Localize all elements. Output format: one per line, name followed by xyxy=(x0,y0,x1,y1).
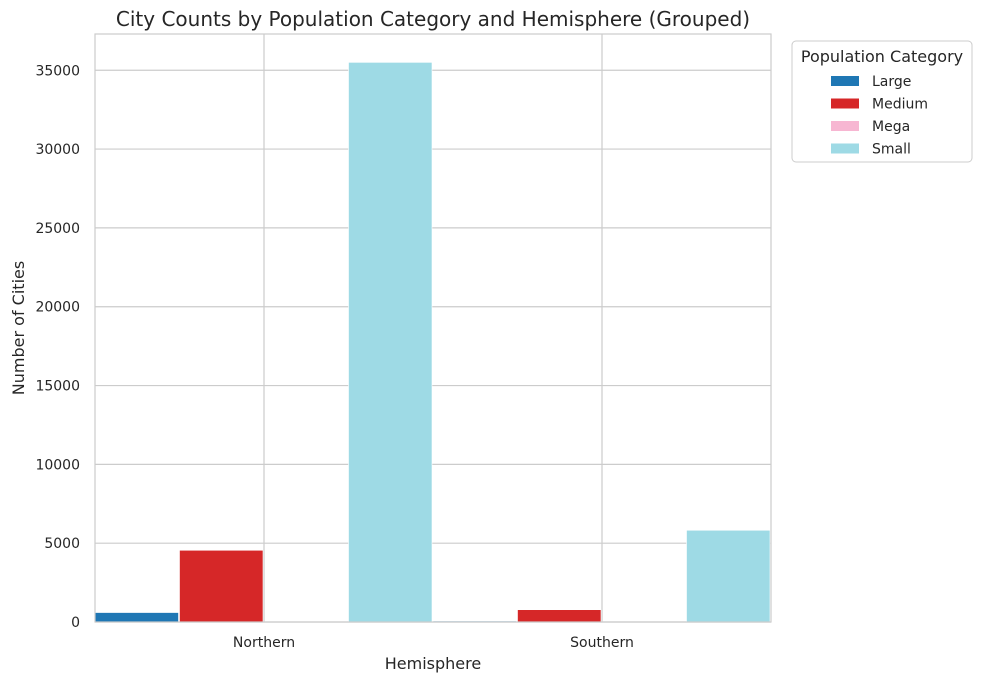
legend-label-medium: Medium xyxy=(872,97,928,113)
chart-title: City Counts by Population Category and H… xyxy=(116,7,750,31)
legend-swatch-large xyxy=(831,76,859,86)
legend-title: Population Category xyxy=(801,47,963,66)
bar-small-northern xyxy=(348,62,433,623)
y-axis-label: Number of Cities xyxy=(9,261,28,395)
legend-label-large: Large xyxy=(872,74,911,90)
legend-swatch-small xyxy=(831,143,859,154)
legend: Population Category Large Medium Mega Small xyxy=(791,40,973,163)
y-axis-ticks: 0 5000 10000 15000 20000 25000 30000 35000 xyxy=(35,63,80,631)
y-tick-label: 15000 xyxy=(35,379,80,395)
legend-items: Large Medium Mega Small xyxy=(831,74,928,158)
x-axis-ticks: Northern Southern xyxy=(233,635,634,651)
legend-swatch-mega xyxy=(831,121,859,131)
y-tick-label: 0 xyxy=(71,615,80,631)
x-tick-label: Northern xyxy=(233,635,295,651)
y-tick-label: 20000 xyxy=(35,300,80,316)
legend-box xyxy=(791,40,973,163)
bar-medium-southern xyxy=(517,609,602,623)
legend-label-small: Small xyxy=(872,142,911,158)
gridlines xyxy=(95,34,771,623)
y-tick-label: 25000 xyxy=(35,221,80,237)
y-tick-label: 35000 xyxy=(35,63,80,79)
y-tick-label: 30000 xyxy=(35,142,80,158)
y-tick-label: 5000 xyxy=(44,536,80,552)
bars xyxy=(94,62,771,623)
bar-small-southern xyxy=(686,529,771,623)
bar-medium-northern xyxy=(179,549,264,623)
bar-large-northern xyxy=(94,612,179,623)
y-tick-label: 10000 xyxy=(35,457,80,473)
legend-swatch-medium xyxy=(831,98,859,109)
legend-label-mega: Mega xyxy=(872,119,910,135)
x-axis-label: Hemisphere xyxy=(385,654,481,673)
x-tick-label: Southern xyxy=(570,635,634,651)
plot-frame xyxy=(94,33,772,623)
